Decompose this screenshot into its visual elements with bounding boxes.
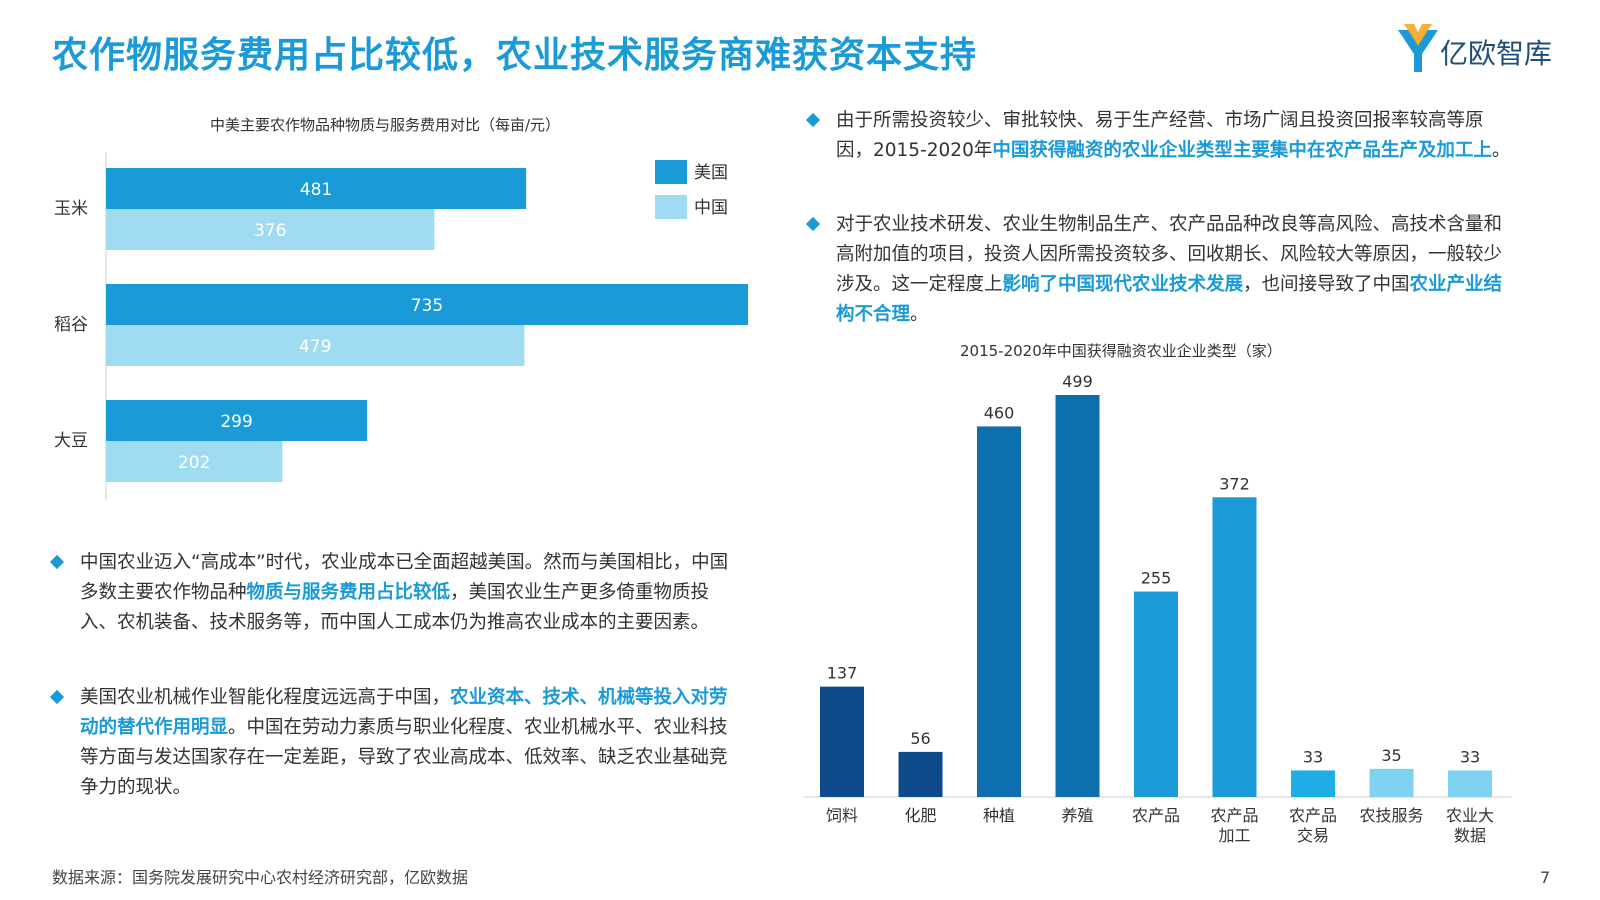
- left-bullet-2-text: 美国农业机械作业智能化程度远远高于中国，农业资本、技术、机械等投入对劳动的替代作…: [80, 683, 742, 803]
- bullet-text-segment: ，也间接导致了中国: [1243, 274, 1410, 295]
- highlight-text: 物质与服务费用占比较低: [246, 582, 451, 603]
- legend-swatch: [655, 195, 687, 219]
- data-label: 137: [827, 664, 858, 683]
- bullet-text-segment: ，美国农业生产更多倚重物质投入、农机装备、技术服务等，而中国人工成本仍为推高农业…: [80, 582, 710, 633]
- category-label: 种植: [983, 806, 1015, 825]
- left-bullet-1: 中国农业迈入“高成本”时代，农业成本已全面超越美国。然而与美国相比，中国多数主要…: [49, 548, 742, 638]
- bar: [1134, 591, 1178, 797]
- bullet-text-segment: 。: [910, 304, 929, 325]
- highlight-text: 中国获得融资的农业企业类型主要集中在农产品生产及加工上: [992, 140, 1492, 161]
- category-label: 加工: [1218, 826, 1250, 845]
- data-source: 数据来源：国务院发展研究中心农村经济研究部，亿欧数据: [52, 868, 469, 887]
- page-number: 7: [1540, 868, 1551, 887]
- chart1-title: 中美主要农作物品种物质与服务费用对比（每亩/元）: [210, 116, 561, 134]
- category-label: 农技服务: [1359, 806, 1423, 825]
- brand-logo: 亿欧智库: [1396, 24, 1576, 76]
- category-label: 养殖: [1061, 806, 1093, 825]
- category-label: 农产品: [1132, 806, 1180, 825]
- data-label: 499: [1062, 372, 1093, 391]
- legend-label: 美国: [694, 163, 728, 183]
- category-label: 农产品: [1289, 806, 1337, 825]
- highlight-text: 农业产业结构不合理: [836, 274, 1503, 325]
- bar: [1212, 497, 1257, 797]
- category-label: 饲料: [826, 806, 858, 825]
- bullet-diamond-icon: [805, 112, 821, 128]
- bar-china: [106, 209, 435, 250]
- bar-usa: [106, 168, 527, 209]
- data-label: 479: [299, 337, 331, 357]
- data-label: 735: [411, 296, 443, 316]
- left-bullet-2: 美国农业机械作业智能化程度远远高于中国，农业资本、技术、机械等投入对劳动的替代作…: [49, 683, 742, 803]
- data-label: 202: [178, 453, 210, 473]
- data-label: 255: [1141, 569, 1172, 588]
- bar: [1291, 770, 1335, 797]
- bar: [977, 426, 1021, 797]
- bullet-diamond-icon: [49, 554, 65, 570]
- bar: [1448, 770, 1492, 797]
- data-label: 481: [300, 180, 332, 200]
- category-label: 稻谷: [54, 315, 88, 335]
- highlight-text: 影响了中国现代农业技术发展: [1002, 274, 1244, 295]
- bar: [898, 751, 943, 797]
- category-label: 大豆: [54, 431, 88, 451]
- right-bullet-2: 对于农业技术研发、农业生物制品生产、农产品品种改良等高风险、高技术含量和高附加值…: [805, 210, 1518, 330]
- bar-usa: [106, 400, 368, 441]
- chart2-title: 2015-2020年中国获得融资农业企业类型（家）: [960, 342, 1282, 360]
- left-bullet-1-text: 中国农业迈入“高成本”时代，农业成本已全面超越美国。然而与美国相比，中国多数主要…: [80, 548, 742, 638]
- chart2-vbar: 137饲料56化肥460种植499养殖255农产品372农产品加工33农产品交易…: [804, 372, 1512, 845]
- data-label: 56: [910, 729, 930, 748]
- bullet-text-segment: 由于所需投资较少、审批较快、易于生产经营、市场广阔且投资回报率较高等原因，201…: [836, 110, 1484, 161]
- right-bullet-2-text: 对于农业技术研发、农业生物制品生产、农产品品种改良等高风险、高技术含量和高附加值…: [836, 210, 1518, 330]
- category-label: 农业大: [1446, 806, 1494, 825]
- legend-label: 中国: [694, 198, 728, 218]
- bullet-diamond-icon: [49, 689, 65, 705]
- highlight-text: 农业资本、技术、机械等投入对劳动的替代作用明显: [80, 687, 728, 738]
- data-label: 376: [254, 221, 286, 241]
- category-label: 玉米: [54, 199, 88, 219]
- bullet-text-segment: 美国农业机械作业智能化程度远远高于中国，: [80, 687, 451, 708]
- logo-icon: [1398, 24, 1438, 72]
- bar: [820, 686, 864, 797]
- legend-swatch: [655, 160, 687, 184]
- bullet-text-segment: 中国农业迈入“高成本”时代，农业成本已全面超越美国。然而与美国相比，中国多数主要…: [80, 552, 729, 603]
- bar: [1055, 395, 1100, 797]
- data-label: 33: [1460, 747, 1480, 766]
- data-label: 460: [984, 403, 1015, 422]
- bar: [1369, 768, 1414, 797]
- bullet-diamond-icon: [805, 216, 821, 232]
- category-label: 数据: [1454, 826, 1486, 845]
- data-label: 299: [220, 412, 252, 432]
- data-label: 33: [1303, 747, 1323, 766]
- page-title: 农作物服务费用占比较低，农业技术服务商难获资本支持: [52, 35, 978, 76]
- right-bullet-1: 由于所需投资较少、审批较快、易于生产经营、市场广阔且投资回报率较高等原因，201…: [805, 106, 1518, 166]
- logo-text: 亿欧智库: [1440, 37, 1553, 70]
- category-label: 农产品: [1210, 806, 1258, 825]
- bar-usa: [106, 284, 748, 325]
- category-label: 交易: [1297, 826, 1329, 845]
- bullet-text-segment: 。中国在劳动力素质与职业化程度、农业机械水平、农业科技等方面与发达国家存在一定差…: [80, 717, 728, 798]
- data-label: 372: [1219, 474, 1250, 493]
- right-bullet-1-text: 由于所需投资较少、审批较快、易于生产经营、市场广阔且投资回报率较高等原因，201…: [836, 106, 1518, 166]
- data-label: 35: [1381, 746, 1401, 765]
- category-label: 化肥: [904, 806, 936, 825]
- bullet-text-segment: 。: [1491, 140, 1511, 161]
- bullet-text-segment: 对于农业技术研发、农业生物制品生产、农产品品种改良等高风险、高技术含量和高附加值…: [836, 214, 1503, 295]
- bar-china: [106, 325, 525, 366]
- bar-china: [106, 441, 283, 482]
